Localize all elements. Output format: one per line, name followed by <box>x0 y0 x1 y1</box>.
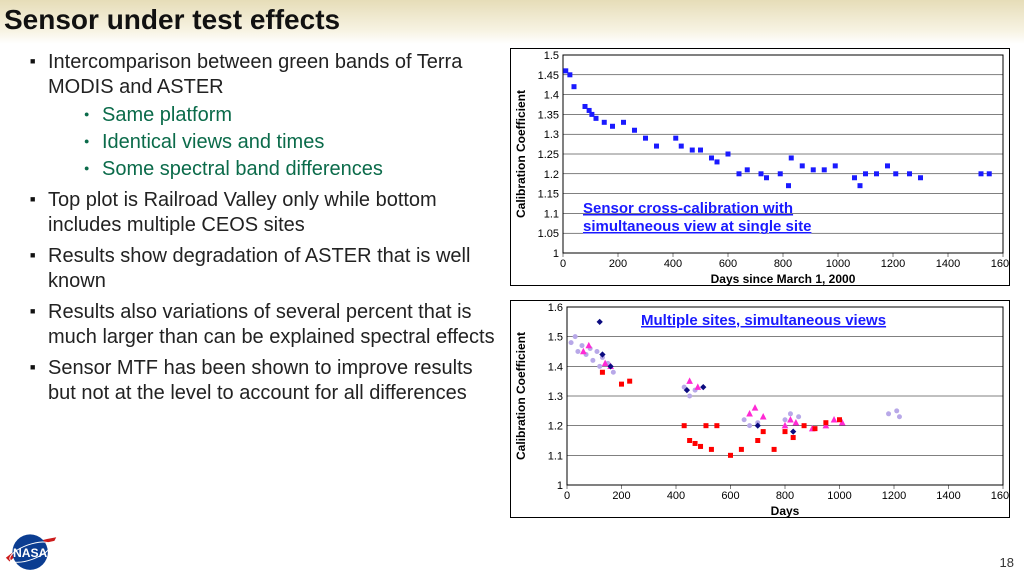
svg-text:1.3: 1.3 <box>548 391 563 403</box>
svg-text:1: 1 <box>557 480 563 492</box>
svg-text:200: 200 <box>612 490 630 502</box>
svg-text:1.2: 1.2 <box>548 421 563 433</box>
svg-text:1000: 1000 <box>827 490 851 502</box>
svg-text:1.2: 1.2 <box>544 169 559 181</box>
svg-text:1.1: 1.1 <box>548 450 563 462</box>
svg-text:1.5: 1.5 <box>544 50 559 62</box>
svg-text:1.15: 1.15 <box>538 189 559 201</box>
svg-text:1.05: 1.05 <box>538 228 559 240</box>
sub-bullet: Same platform <box>84 103 500 128</box>
bullet-3: Results show degradation of ASTER that i… <box>30 244 500 294</box>
svg-text:1.1: 1.1 <box>544 208 559 220</box>
svg-text:1400: 1400 <box>936 258 960 270</box>
nasa-logo: NASA <box>4 526 60 572</box>
svg-text:800: 800 <box>776 490 794 502</box>
svg-text:1200: 1200 <box>882 490 906 502</box>
svg-text:1.6: 1.6 <box>548 302 563 314</box>
sub-bullet: Some spectral band differences <box>84 157 500 182</box>
svg-text:200: 200 <box>609 258 627 270</box>
page-title: Sensor under test effects <box>4 4 340 36</box>
svg-text:Days since March 1, 2000: Days since March 1, 2000 <box>711 272 856 286</box>
svg-text:400: 400 <box>667 490 685 502</box>
svg-text:1400: 1400 <box>936 490 960 502</box>
svg-text:1: 1 <box>553 248 559 260</box>
svg-text:1.4: 1.4 <box>548 361 563 373</box>
svg-text:Calibration Coefficient: Calibration Coefficient <box>514 332 528 460</box>
sub-bullet: Identical views and times <box>84 130 500 155</box>
svg-text:Days: Days <box>771 504 800 518</box>
svg-text:1.45: 1.45 <box>538 70 559 82</box>
bullet-list: Intercomparison between green bands of T… <box>30 50 500 412</box>
page-number: 18 <box>1000 555 1014 570</box>
svg-text:NASA: NASA <box>13 546 48 560</box>
svg-text:1600: 1600 <box>991 258 1010 270</box>
bottom-chart: 1 1.1 1.2 1.3 1.4 1.5 1.6 0 200 400 600 800 1000 1200… <box>510 300 1010 518</box>
svg-text:1.4: 1.4 <box>544 90 559 102</box>
svg-text:0: 0 <box>564 490 570 502</box>
svg-text:1000: 1000 <box>826 258 850 270</box>
svg-text:Calibration Coefficient: Calibration Coefficient <box>514 90 528 218</box>
svg-text:400: 400 <box>664 258 682 270</box>
svg-text:1600: 1600 <box>991 490 1010 502</box>
svg-text:Sensor cross-calibration with: Sensor cross-calibration with <box>583 200 793 217</box>
svg-text:600: 600 <box>719 258 737 270</box>
svg-text:1.5: 1.5 <box>548 332 563 344</box>
bullet-text: Intercomparison between green bands of T… <box>48 51 462 98</box>
bullet-2: Top plot is Railroad Valley only while b… <box>30 188 500 238</box>
bullet-4: Results also variations of several perce… <box>30 300 500 350</box>
svg-text:1.25: 1.25 <box>538 149 559 161</box>
svg-text:600: 600 <box>721 490 739 502</box>
bullet-5: Sensor MTF has been shown to improve res… <box>30 356 500 406</box>
svg-text:1.3: 1.3 <box>544 129 559 141</box>
top-chart: 1 1.05 1.1 1.15 1.2 1.25 1.3 1.35 1.4 1.45 1.5 0 200… <box>510 48 1010 286</box>
svg-text:1200: 1200 <box>881 258 905 270</box>
svg-text:simultaneous view at single si: simultaneous view at single site <box>583 218 811 235</box>
svg-text:0: 0 <box>560 258 566 270</box>
bullet-1: Intercomparison between green bands of T… <box>30 50 500 182</box>
svg-text:1.35: 1.35 <box>538 109 559 121</box>
svg-text:Multiple sites, simultaneous v: Multiple sites, simultaneous views <box>641 312 886 329</box>
svg-text:800: 800 <box>774 258 792 270</box>
